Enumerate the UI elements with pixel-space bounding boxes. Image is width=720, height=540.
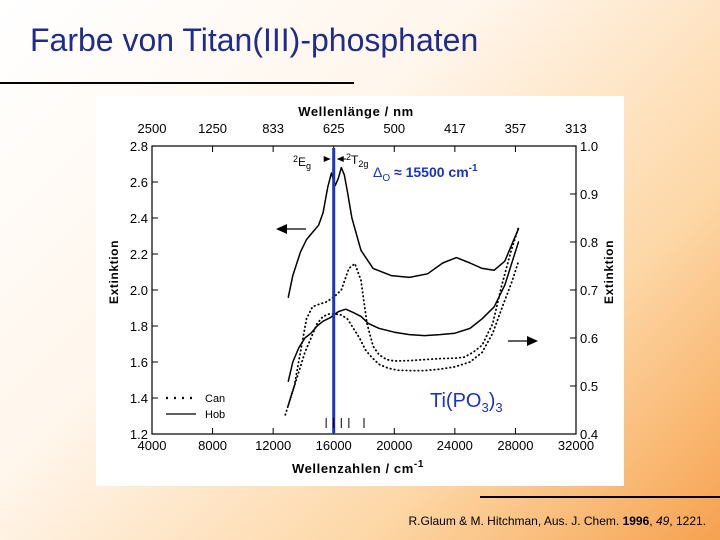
state-label-2t2g: 2T2g	[346, 152, 368, 169]
bottom-axis-title: Wellenzahlen / cm-1	[292, 459, 424, 476]
compound-close: )	[489, 390, 496, 412]
plot-frame	[151, 145, 577, 435]
citation-year: 1996	[622, 514, 650, 528]
series-hob-left-line	[287, 166, 520, 298]
state-t-pointer-head	[336, 156, 344, 162]
compound-sub-1: 3	[481, 400, 488, 415]
x-tick-label: 4000	[138, 438, 167, 453]
x-tick-label: 12000	[255, 438, 291, 453]
left-tick-label: 2.4	[130, 211, 148, 226]
state-label-2eg: 2Eg	[293, 154, 311, 171]
chart-svg: Wellenlänge / nm Wellenzahlen / cm-1 Ext…	[107, 104, 616, 476]
bottom-axis-title-main: Wellenzahlen / cm	[292, 461, 414, 476]
series-hob-right-line	[287, 241, 520, 382]
left-tick-label: 2.6	[130, 175, 148, 190]
top-tick-label: 1250	[198, 121, 227, 136]
right-tick-label: 0.9	[580, 187, 598, 202]
right-axis-title: Extinktion	[602, 240, 616, 304]
left-tick-label: 1.6	[130, 355, 148, 370]
top-tick-label: 625	[323, 121, 345, 136]
x-tick-label: 16000	[316, 438, 352, 453]
citation-authors: R.Glaum & M. Hitchman, Aus. J. Chem.	[408, 514, 620, 528]
top-tick-label: 833	[262, 121, 284, 136]
series-layer	[284, 148, 520, 433]
state-t-sup: 2	[346, 152, 351, 162]
delta-sup: -1	[469, 163, 478, 174]
left-tick-label: 1.4	[130, 391, 148, 406]
state-e-sub: g	[306, 161, 311, 171]
x-tick-label: 24000	[437, 438, 473, 453]
right-tick-label: 0.4	[580, 427, 598, 442]
compound-sub-2: 3	[495, 400, 502, 415]
state-e-pointer-head	[323, 156, 331, 162]
right-tick-label: 0.7	[580, 283, 598, 298]
legend-label-hob: Hob	[205, 409, 225, 421]
legend: Can Hob	[166, 393, 225, 421]
series-can-right-line	[284, 260, 520, 416]
x-tick-label: 20000	[376, 438, 412, 453]
state-t-sub: 2g	[358, 159, 368, 169]
compound-label: Ti(PO3)3	[430, 390, 503, 415]
delta-symbol: Δ	[373, 164, 382, 180]
spectrum-chart: Wellenlänge / nm Wellenzahlen / cm-1 Ext…	[96, 96, 624, 486]
left-axis-arrow	[276, 224, 306, 234]
slide-title: Farbe von Titan(III)-phosphaten	[30, 22, 479, 58]
right-tick-label: 0.8	[580, 235, 598, 250]
top-tick-label: 357	[505, 121, 527, 136]
legend-label-can: Can	[205, 393, 225, 405]
x-tick-label: 28000	[497, 438, 533, 453]
reference-underline	[480, 496, 720, 498]
title-underline	[0, 82, 354, 84]
left-tick-label: 2.8	[130, 139, 148, 154]
bottom-axis-title-sup: -1	[414, 459, 424, 470]
right-axis-arrow	[508, 336, 538, 346]
top-tick-label: 417	[444, 121, 466, 136]
left-tick-label: 1.8	[130, 319, 148, 334]
top-axis-title: Wellenlänge / nm	[298, 104, 414, 119]
state-e-sup: 2	[293, 154, 298, 164]
state-t-main: T	[351, 153, 359, 167]
tick-layer: 4000 8000 12000 16000 20000 24000 28000 3200025…	[130, 121, 598, 453]
left-axis-title: Extinktion	[107, 240, 121, 304]
delta-value: ≈ 15500 cm	[390, 164, 469, 180]
left-tick-label: 1.2	[130, 427, 148, 442]
x-tick-label: 32000	[558, 438, 594, 453]
state-e-main: E	[298, 155, 306, 169]
top-tick-label: 313	[565, 121, 587, 136]
delta-annotation: ΔO ≈ 15500 cm-1	[373, 163, 478, 184]
x-tick-label: 8000	[198, 438, 227, 453]
delta-sub: O	[382, 173, 390, 184]
citation-volume: 49	[655, 514, 670, 528]
top-tick-label: 500	[383, 121, 405, 136]
compound-main: Ti(PO	[430, 390, 481, 412]
right-tick-label: 0.5	[580, 379, 598, 394]
left-tick-label: 2.0	[130, 283, 148, 298]
left-tick-label: 2.2	[130, 247, 148, 262]
right-tick-label: 1.0	[580, 139, 598, 154]
citation: R.Glaum & M. Hitchman, Aus. J. Chem. 199…	[408, 514, 706, 528]
citation-pages: , 1221.	[669, 514, 706, 528]
top-tick-label: 2500	[138, 121, 167, 136]
right-tick-label: 0.6	[580, 331, 598, 346]
series-can-right-line	[287, 226, 520, 407]
